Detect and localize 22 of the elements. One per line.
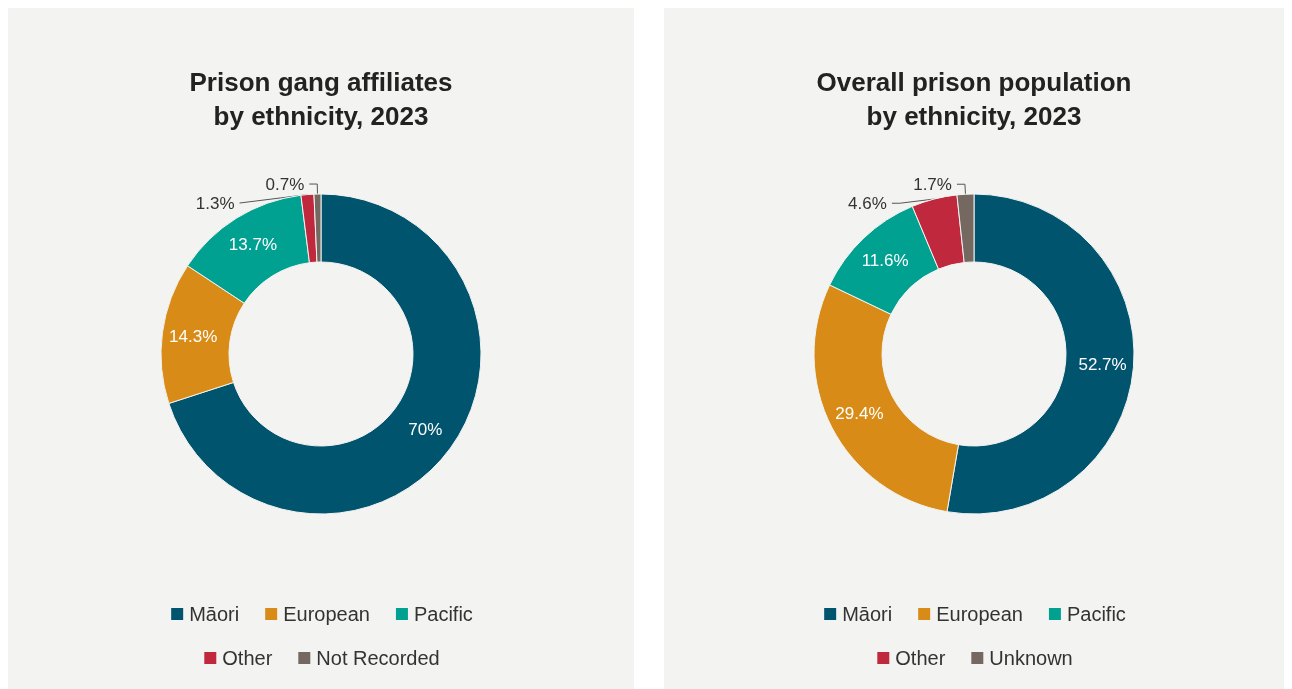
- data-label: 1.3%: [195, 193, 235, 213]
- data-label: 29.4%: [835, 403, 884, 423]
- chart-title: Prison gang affiliates by ethnicity, 2023: [189, 67, 453, 131]
- data-label: 1.7%: [913, 174, 952, 194]
- data-label: 4.6%: [848, 193, 887, 213]
- data-label: 14.3%: [169, 327, 218, 347]
- data-label: 70%: [408, 420, 443, 440]
- legend-label: Māori: [189, 603, 240, 625]
- legend-label: Pacific: [1066, 603, 1126, 625]
- legend-label: Māori: [842, 603, 893, 625]
- legend-label: Not Recorded: [316, 647, 440, 669]
- data-label: 11.6%: [861, 251, 909, 271]
- legend-label: Pacific: [413, 603, 473, 625]
- chart-title: Overall prison population by ethnicity, 2023: [816, 67, 1132, 131]
- legend-label: Other: [222, 647, 273, 669]
- data-label: 13.7%: [228, 234, 278, 254]
- legend-label: Unknown: [989, 647, 1073, 669]
- legend-label: Other: [895, 647, 946, 669]
- legend-label: European: [283, 603, 370, 625]
- legend-label: European: [936, 603, 1023, 625]
- data-label: 0.7%: [265, 174, 305, 194]
- data-label: 52.7%: [1078, 355, 1127, 375]
